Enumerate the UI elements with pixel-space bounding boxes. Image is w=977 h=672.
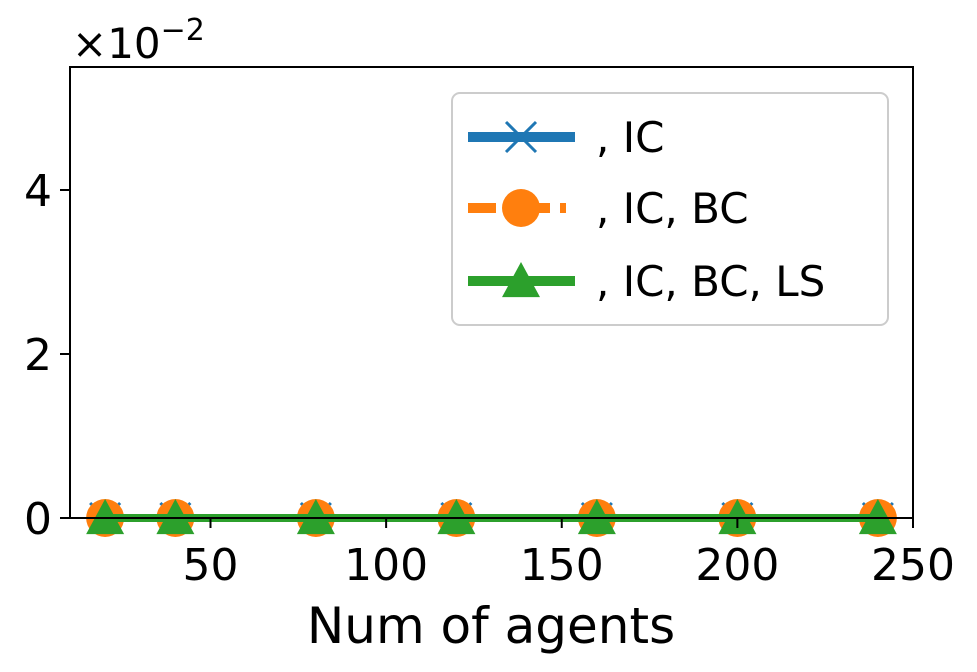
x-tick-label: 250 bbox=[871, 540, 955, 591]
legend-entry: , IC bbox=[468, 113, 664, 162]
legend-entry: , IC, BC, LS bbox=[468, 257, 825, 306]
data-point-triangle-marker bbox=[577, 499, 616, 535]
y-offset-base: ×10 bbox=[72, 19, 161, 68]
plot-area-frame bbox=[69, 66, 914, 519]
legend-box bbox=[451, 92, 889, 326]
data-point-triangle-marker bbox=[86, 499, 125, 535]
y-tick-label: 4 bbox=[24, 166, 52, 217]
legend-label: , IC bbox=[596, 113, 664, 162]
legend-label: , IC, BC, LS bbox=[596, 257, 825, 306]
y-offset-exponent: −2 bbox=[161, 13, 205, 48]
data-point-x-marker bbox=[504, 120, 538, 154]
x-tick-label: 200 bbox=[695, 540, 779, 591]
y-offset-text: ×10−2 bbox=[72, 13, 205, 68]
data-point-triangle-marker bbox=[502, 262, 540, 298]
x-axis-ticks: 50 100 150 200 250 bbox=[183, 518, 955, 591]
legend: , IC , IC, BC , IC, BC, LS bbox=[451, 92, 889, 326]
data-point-triangle-marker bbox=[858, 499, 897, 535]
data-point-triangle-marker bbox=[718, 499, 757, 535]
x-axis-label: Num of agents bbox=[307, 597, 675, 655]
y-tick-label: 0 bbox=[24, 494, 52, 545]
x-tick-label: 150 bbox=[520, 540, 604, 591]
data-point-triangle-marker bbox=[296, 499, 335, 535]
data-point-circle-marker bbox=[502, 189, 540, 227]
legend-entry: , IC, BC bbox=[468, 184, 749, 233]
y-axis-ticks: 0 2 4 bbox=[24, 166, 70, 545]
x-tick-label: 100 bbox=[344, 540, 428, 591]
data-point-triangle-marker bbox=[156, 499, 195, 535]
y-tick-label: 2 bbox=[24, 330, 52, 381]
legend-label: , IC, BC bbox=[596, 184, 749, 233]
x-tick-label: 50 bbox=[183, 540, 239, 591]
series-3 bbox=[86, 499, 897, 535]
data-point-triangle-marker bbox=[437, 499, 476, 535]
